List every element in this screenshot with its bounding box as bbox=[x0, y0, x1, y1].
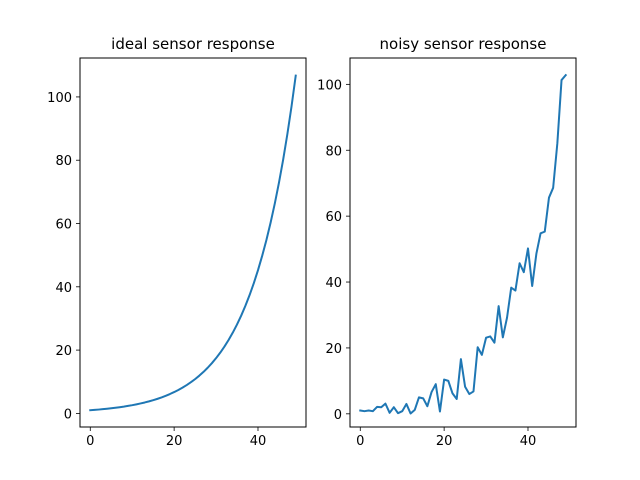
noisy-response-x-tick-label: 40 bbox=[520, 434, 537, 449]
noisy-response-axes-frame bbox=[349, 57, 577, 428]
ideal-response-axes-frame bbox=[79, 57, 307, 428]
ideal-response-y-tick-label: 60 bbox=[55, 218, 72, 233]
noisy-response-x-tick-label: 20 bbox=[436, 434, 453, 449]
noisy-response-y-tick-label: 0 bbox=[334, 408, 342, 423]
ideal-response-panel: ideal sensor response 0 20 40 0 20 40 60 80 100 bbox=[47, 35, 307, 449]
noisy-response-line bbox=[359, 73, 568, 415]
noisy-response-y-tick-label: 80 bbox=[325, 144, 342, 159]
noisy-response-y-tick-label: 100 bbox=[317, 78, 342, 93]
ideal-response-y-tick-label: 100 bbox=[47, 91, 72, 106]
ideal-response-y-tick-label: 40 bbox=[55, 281, 72, 296]
ideal-response-plot: 0 20 40 0 20 40 60 80 100 bbox=[47, 74, 297, 449]
ideal-response-x-tick-label: 40 bbox=[250, 434, 267, 449]
noisy-response-y-tick-label: 60 bbox=[325, 210, 342, 225]
ideal-response-x-tick-label: 0 bbox=[86, 434, 94, 449]
ideal-response-y-tick-label: 80 bbox=[55, 154, 72, 169]
ideal-response-y-tick-label: 0 bbox=[64, 407, 72, 422]
ideal-response-title: ideal sensor response bbox=[111, 35, 275, 53]
noisy-response-title: noisy sensor response bbox=[380, 35, 547, 53]
noisy-response-y-tick-label: 40 bbox=[325, 276, 342, 291]
noisy-response-x-tick-label: 0 bbox=[356, 434, 364, 449]
noisy-response-panel: noisy sensor response 0 20 40 0 20 40 60 80 100 bbox=[317, 35, 577, 449]
noisy-response-plot: 0 20 40 0 20 40 60 80 100 bbox=[317, 73, 568, 449]
ideal-response-y-tick-label: 20 bbox=[55, 344, 72, 359]
noisy-response-y-tick-label: 20 bbox=[325, 342, 342, 357]
ideal-response-line bbox=[89, 74, 297, 412]
ideal-response-x-tick-label: 20 bbox=[166, 434, 183, 449]
